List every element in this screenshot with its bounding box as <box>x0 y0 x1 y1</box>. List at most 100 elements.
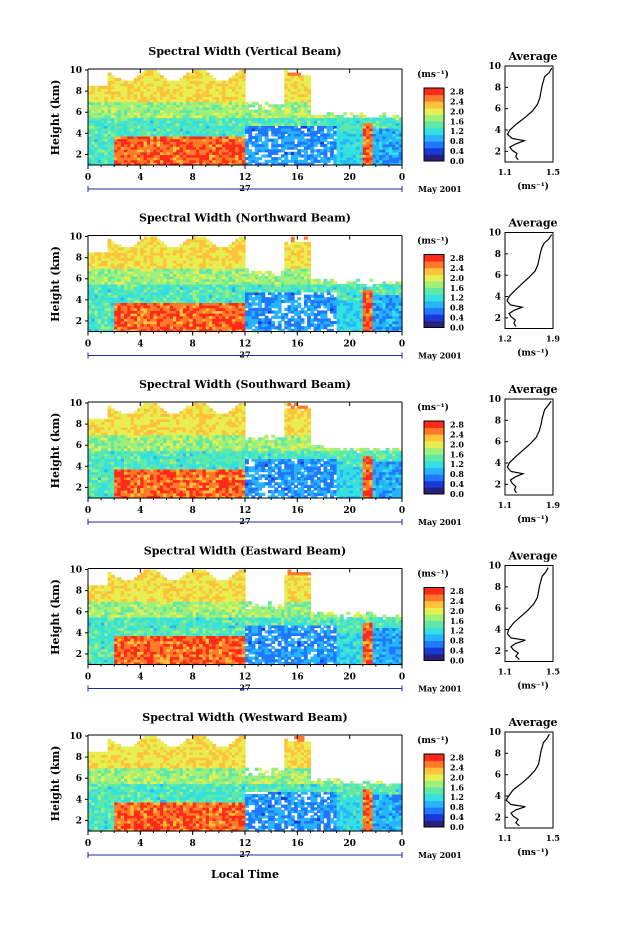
y-tick-label: 2 <box>76 150 82 160</box>
colorbar-tick-label: 0.0 <box>450 156 464 166</box>
colorbar-segment <box>424 261 444 269</box>
unit-label: (ms⁻¹) <box>417 735 449 746</box>
colorbar-tick-label: 2.4 <box>450 762 464 772</box>
colorbar-segment <box>424 314 444 322</box>
average-y-tick-label: 6 <box>495 271 501 281</box>
average-y-tick-label: 10 <box>488 229 501 239</box>
average-x-tick-label: 1.9 <box>546 500 560 510</box>
average-x-tick-label: 1.1 <box>498 167 512 177</box>
spectral-width-heatmap <box>88 736 403 832</box>
x-tick-label: 16 <box>291 839 304 849</box>
colorbar-tick-label: 2.4 <box>450 429 464 439</box>
average-profile-line <box>505 733 550 827</box>
colorbar-tick-label: 1.6 <box>450 782 464 792</box>
average-title: Average <box>507 383 557 396</box>
x-tick-label: 8 <box>190 673 196 683</box>
average-title: Average <box>507 50 557 63</box>
colorbar-segment <box>424 134 444 142</box>
colorbar-segment <box>424 607 444 615</box>
colorbar-segment <box>424 154 444 162</box>
average-title: Average <box>507 716 557 729</box>
colorbar-segment <box>424 640 444 648</box>
colorbar-segment <box>424 634 444 642</box>
spectral-width-heatmap <box>88 236 403 333</box>
average-profile-line <box>506 67 553 161</box>
x-tick-label: 0 <box>85 340 91 350</box>
x-tick-label: 16 <box>291 506 304 516</box>
average-x-axis-label: (ms⁻¹) <box>517 847 549 858</box>
colorbar-segment <box>424 281 444 289</box>
colorbar-segment <box>424 301 444 309</box>
average-y-tick-label: 6 <box>495 438 501 448</box>
colorbar-segment <box>424 147 444 155</box>
colorbar-segment <box>424 820 444 828</box>
colorbar-segment <box>424 287 444 295</box>
average-y-tick-label: 4 <box>495 459 501 469</box>
average-profile-line <box>506 400 552 494</box>
colorbar-tick-label: 1.2 <box>450 626 464 636</box>
colorbar-frame <box>423 753 445 828</box>
average-y-tick-label: 6 <box>495 105 501 115</box>
y-tick-label: 6 <box>76 608 82 618</box>
average-y-tick-label: 2 <box>495 314 501 324</box>
month-label: May 2001 <box>418 351 462 361</box>
x-tick-label: 4 <box>137 340 143 350</box>
y-tick-label: 8 <box>76 254 82 264</box>
colorbar-tick-label: 1.2 <box>450 459 464 469</box>
colorbar-tick-label: 1.6 <box>450 283 464 293</box>
colorbar-tick-label: 0.4 <box>450 479 464 489</box>
average-y-tick-label: 4 <box>495 626 501 636</box>
colorbar-tick-label: 2.4 <box>450 596 464 606</box>
colorbar-tick-label: 0.8 <box>450 636 464 646</box>
colorbar-frame <box>423 420 445 495</box>
x-tick-label: 0 <box>399 173 405 183</box>
spectral-width-heatmap <box>88 403 403 499</box>
colorbar-tick-label: 0.8 <box>450 469 464 479</box>
colorbar-tick-label: 0.0 <box>450 822 464 832</box>
colorbar-segment <box>424 267 444 275</box>
average-y-tick-label: 4 <box>495 126 501 136</box>
colorbar-segment <box>424 447 444 455</box>
colorbar-segment <box>424 614 444 622</box>
average-x-tick-label: 1.2 <box>498 334 512 344</box>
colorbar-segment <box>424 114 444 122</box>
average-x-tick-label: 1.5 <box>546 833 560 843</box>
y-tick-label: 10 <box>69 233 82 243</box>
colorbar-segment <box>424 487 444 495</box>
y-tick-label: 2 <box>76 317 82 327</box>
average-profile-line <box>506 567 549 660</box>
colorbar-tick-label: 2.0 <box>450 606 464 616</box>
average-x-tick-label: 1.5 <box>546 667 560 677</box>
average-y-tick-label: 8 <box>495 749 501 759</box>
panel-title: Spectral Width (Eastward Beam) <box>144 545 346 558</box>
colorbar-segment <box>424 653 444 661</box>
colorbar-frame <box>423 87 445 162</box>
day-label: 27 <box>239 683 250 693</box>
average-y-tick-label: 8 <box>495 250 501 260</box>
x-tick-label: 12 <box>239 506 252 516</box>
day-label: 27 <box>239 849 250 859</box>
average-x-tick-label: 1.1 <box>498 500 512 510</box>
x-tick-label: 12 <box>239 839 252 849</box>
average-x-axis-label: (ms⁻¹) <box>517 181 549 192</box>
colorbar-segment <box>424 620 444 628</box>
y-tick-label: 2 <box>76 816 82 826</box>
colorbar-segment <box>424 127 444 135</box>
average-y-tick-label: 8 <box>495 83 501 93</box>
unit-label: (ms⁻¹) <box>417 569 449 580</box>
colorbar-segment <box>424 800 444 808</box>
x-tick-label: 16 <box>291 173 304 183</box>
x-tick-label: 4 <box>137 506 143 516</box>
panel-2: Spectral Width (Southward Beam)0 4 8 12 16 20… <box>49 378 560 527</box>
y-tick-label: 2 <box>76 650 82 660</box>
colorbar-segment <box>424 807 444 815</box>
y-tick-label: 4 <box>76 629 82 639</box>
colorbar-segment <box>424 107 444 115</box>
x-tick-label: 20 <box>343 673 356 683</box>
colorbar-tick-label: 2.0 <box>450 439 464 449</box>
colorbar-tick-label: 2.0 <box>450 273 464 283</box>
x-tick-label: 12 <box>239 673 252 683</box>
average-y-tick-label: 8 <box>495 416 501 426</box>
average-frame <box>504 398 554 496</box>
colorbar-segment <box>424 434 444 442</box>
